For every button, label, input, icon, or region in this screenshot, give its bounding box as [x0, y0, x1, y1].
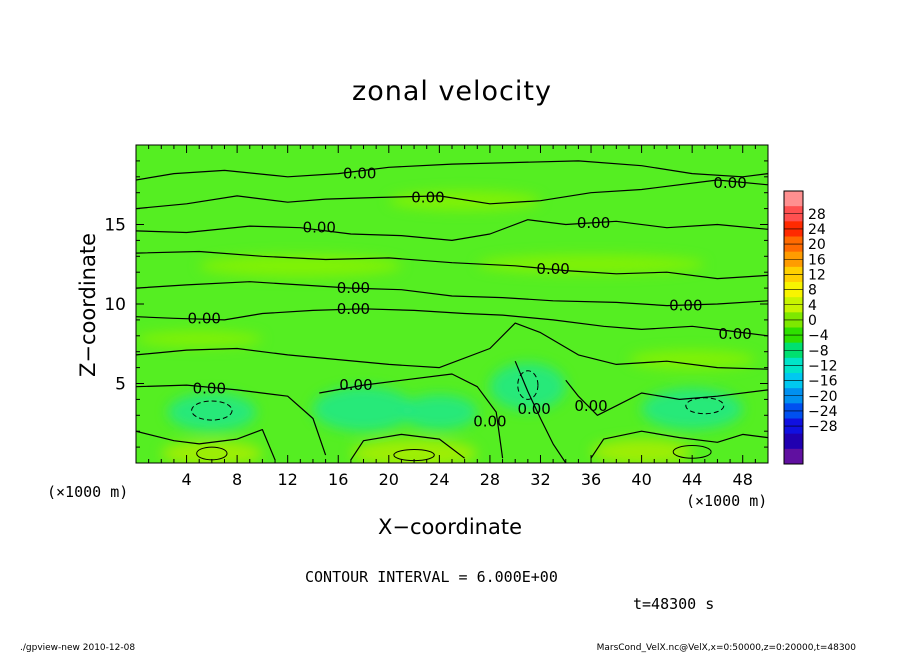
field-blob-12: [628, 350, 756, 370]
x-unit-left: (×1000 m): [47, 483, 129, 501]
contour-label: 0.00: [713, 174, 746, 192]
contour-label: 0.00: [188, 309, 221, 327]
x-unit-right: (×1000 m): [686, 492, 768, 510]
contour-label: 0.00: [577, 214, 610, 232]
contour-label: 0.00: [669, 297, 702, 315]
contour-label: 0.00: [517, 400, 550, 418]
contour-label: 0.00: [473, 413, 506, 431]
colorbar-label: 16: [808, 252, 826, 268]
colorbar-label: −20: [808, 389, 838, 405]
x-axis: 4 8 12 16 20 24 28 32 36 40 44 48: [148, 145, 756, 489]
contour-labels: 0.00 0.00 0.00 0.00 0.00 0.00 0.00 0.00 0.00 0.00…: [188, 165, 752, 431]
x-tick-label: 4: [181, 470, 191, 489]
negative-contour-2: [517, 370, 539, 400]
field-blob-4: [641, 388, 743, 430]
x-tick-label: 12: [278, 470, 298, 489]
y-axis: 5 10 15: [104, 160, 768, 448]
contour-line-10: [565, 379, 768, 416]
field-blob-7: [591, 439, 693, 463]
colorbar-label: −24: [808, 404, 838, 420]
contour-label: 0.00: [193, 379, 226, 397]
contour-line-12: [350, 433, 465, 461]
colorbar-swatch: [784, 448, 803, 465]
contour-line-13: [590, 430, 768, 459]
colorbar-label: −8: [808, 343, 829, 359]
colorbar-label: 28: [808, 207, 826, 223]
contour-line-5: [136, 308, 768, 337]
y-tick-label: 5: [115, 375, 126, 395]
contour-label: 0.00: [411, 188, 444, 206]
x-tick-label: 24: [429, 470, 449, 489]
x-tick-label: 8: [232, 470, 242, 489]
field-blob-6: [350, 439, 478, 463]
field-blob-0: [167, 393, 257, 432]
colorbar-swatch: [784, 191, 803, 207]
x-tick-label: 32: [530, 470, 550, 489]
footer-program: ./gpview-new 2010-12-08: [20, 643, 136, 653]
contour-line-3: [136, 250, 768, 280]
colorbar-label: −4: [808, 328, 829, 344]
x-axis-label: X−coordinate: [378, 515, 522, 539]
contour-line-6: [136, 322, 768, 370]
contour-line-7: [136, 384, 327, 456]
contour-label: 0.00: [337, 300, 370, 318]
contour-interval: CONTOUR INTERVAL = 6.000E+00: [305, 568, 558, 586]
contour-label: 0.00: [536, 260, 569, 278]
x-tick-label: 48: [733, 470, 753, 489]
y-tick-label: 10: [104, 295, 126, 315]
colorbar-label: 24: [808, 222, 826, 238]
contour-line-1: [136, 179, 768, 210]
negative-contour-1: [685, 397, 725, 415]
contour-label: 0.00: [574, 397, 607, 415]
colorbar-label: −16: [808, 374, 838, 390]
colorbar-label: 0: [808, 313, 817, 329]
negative-contour-0: [191, 400, 233, 421]
contour-line-0: [136, 160, 768, 181]
x-tick-label: 16: [328, 470, 348, 489]
colorbar-label: 20: [808, 237, 826, 253]
x-tick-label: 20: [379, 470, 399, 489]
time-readout: t=48300 s: [633, 595, 715, 613]
y-tick-label: 15: [104, 216, 126, 236]
contour-line-2: [136, 219, 768, 241]
contour-label: 0.00: [718, 325, 751, 343]
colorbar-frame: [783, 190, 804, 465]
contour-line-9: [514, 360, 567, 463]
field-blob-2: [401, 394, 478, 430]
field-blob-3: [489, 362, 566, 411]
colorbar-label: 4: [808, 298, 817, 314]
x-tick-label: 40: [631, 470, 651, 489]
x-tick-label: 36: [581, 470, 601, 489]
chart-title: zonal velocity: [352, 76, 552, 107]
contour-label: 0.00: [337, 279, 370, 297]
field-blob-10: [136, 331, 263, 347]
contour-line-8: [319, 373, 504, 459]
footer-source: MarsCond_VelX.nc@VelX,x=0:50000,z=0:2000…: [596, 643, 856, 653]
colorbar-label: −12: [808, 358, 838, 374]
colorbar-swatch: [784, 433, 803, 450]
y-axis-label: Z−coordinate: [76, 233, 100, 377]
colorbar-label: 8: [808, 283, 817, 299]
x-tick-label: 44: [682, 470, 702, 489]
contour-label: 0.00: [343, 165, 376, 183]
field-blob-8: [199, 254, 402, 277]
colorbar-label: 12: [808, 267, 826, 283]
x-tick-label: 28: [480, 470, 500, 489]
contour-line-11: [136, 429, 276, 461]
contour-label: 0.00: [303, 219, 336, 237]
contour-label: 0.00: [339, 376, 372, 394]
field-blob-9: [477, 254, 705, 274]
field-blob-1: [312, 386, 415, 432]
colorbar-label: −28: [808, 419, 838, 435]
contour-line-4: [136, 281, 768, 307]
contour-lines: [136, 160, 768, 463]
